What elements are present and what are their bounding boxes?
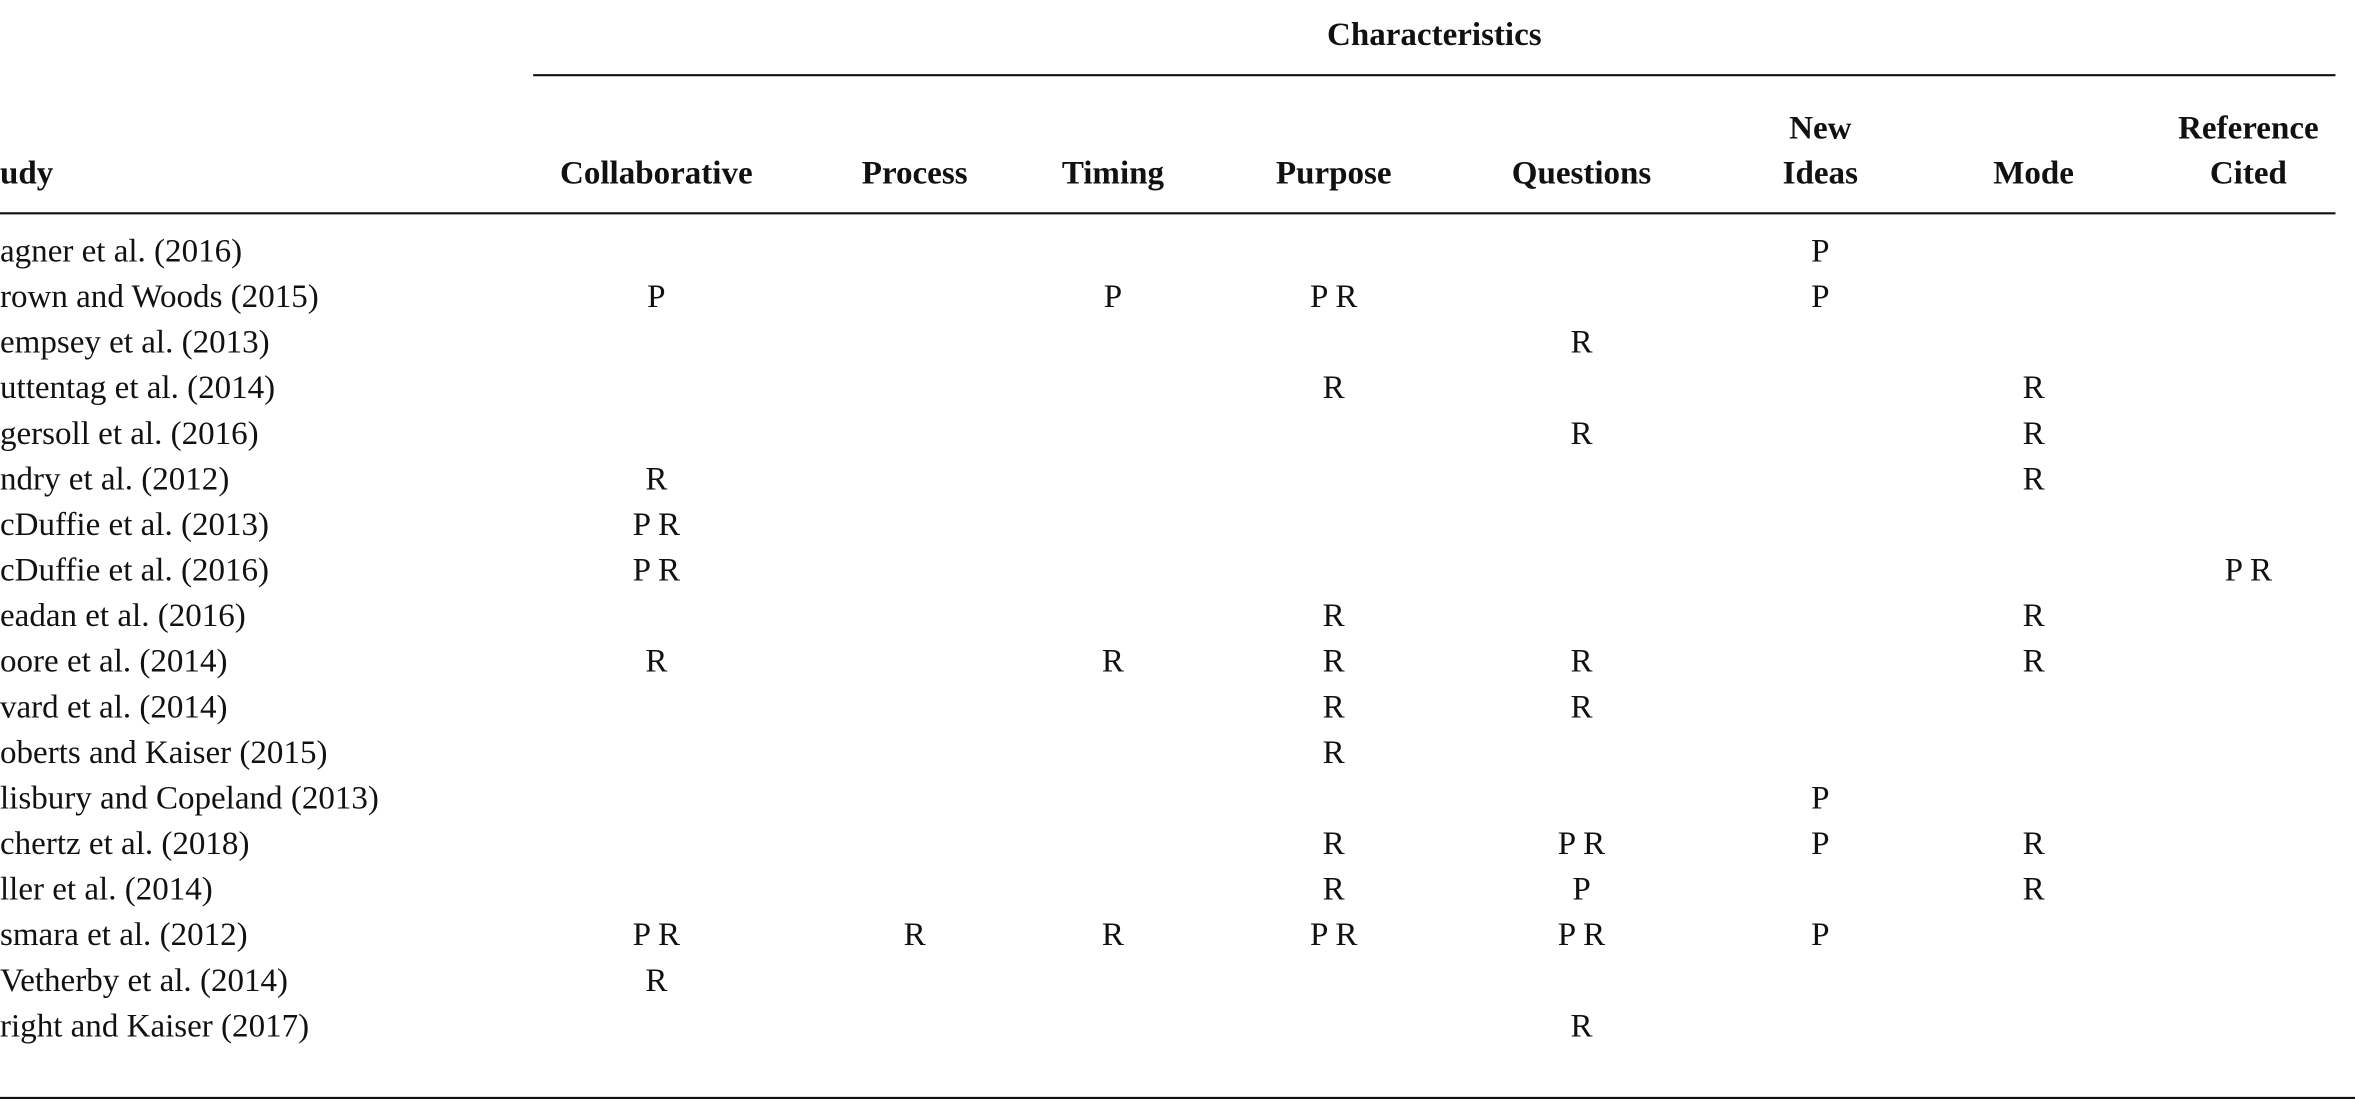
study-name: gersoll et al. (2016) [0, 416, 259, 452]
cell: P [1572, 872, 1590, 908]
cell: P R [633, 553, 680, 589]
cell: R [645, 644, 667, 680]
spanner-header: Characteristics [1327, 17, 1542, 53]
cell: P [1104, 279, 1122, 315]
column-header: Reference [2178, 110, 2319, 146]
cell: R [2023, 598, 2045, 634]
cell: R [1323, 826, 1345, 862]
cell: R [2023, 416, 2045, 452]
cell: P [1811, 826, 1829, 862]
study-name: chertz et al. (2018) [0, 826, 249, 862]
cell: R [1323, 735, 1345, 771]
cell: P R [633, 917, 680, 953]
study-name: ller et al. (2014) [0, 872, 213, 908]
cell: P [1811, 917, 1829, 953]
cell: P R [1558, 826, 1605, 862]
cell: P R [1310, 279, 1357, 315]
column-header: New [1789, 110, 1852, 146]
cell: P R [1310, 917, 1357, 953]
cell: R [1323, 689, 1345, 725]
cell: R [2023, 461, 2045, 497]
study-name: cDuffie et al. (2013) [0, 507, 269, 543]
column-header: Questions [1512, 155, 1652, 191]
cell: R [1102, 917, 1124, 953]
cell: P [1811, 780, 1829, 816]
cell: R [1570, 689, 1592, 725]
study-name: rown and Woods (2015) [0, 279, 319, 315]
study-name: right and Kaiser (2017) [0, 1008, 309, 1044]
cell: R [2023, 872, 2045, 908]
column-header: Purpose [1276, 155, 1392, 191]
cell: R [1323, 598, 1345, 634]
cell: R [2023, 370, 2045, 406]
study-name: vard et al. (2014) [0, 689, 227, 725]
cell: P [1811, 279, 1829, 315]
cell: R [1323, 872, 1345, 908]
column-header: Collaborative [560, 155, 753, 191]
cell: R [1323, 644, 1345, 680]
cell: P [647, 279, 665, 315]
cell: R [904, 917, 926, 953]
column-header: Mode [1993, 155, 2074, 191]
cell: R [645, 963, 667, 999]
cell: R [1570, 416, 1592, 452]
column-header: Ideas [1783, 155, 1858, 191]
cell: P R [633, 507, 680, 543]
column-header: Process [862, 155, 968, 191]
cell: P R [1558, 917, 1605, 953]
cell: P [1811, 233, 1829, 269]
column-header: Cited [2210, 155, 2287, 191]
study-name: uttentag et al. (2014) [0, 370, 275, 406]
cell: P R [2225, 553, 2272, 589]
cell: R [1570, 1008, 1592, 1044]
study-name: oore et al. (2014) [0, 644, 227, 680]
cell: R [1102, 644, 1124, 680]
study-name: agner et al. (2016) [0, 233, 242, 269]
cell: R [1570, 644, 1592, 680]
study-name: Vetherby et al. (2014) [0, 963, 288, 999]
study-name: eadan et al. (2016) [0, 598, 246, 634]
cell: R [645, 461, 667, 497]
cell: R [2023, 644, 2045, 680]
study-name: empsey et al. (2013) [0, 325, 270, 361]
study-name: smara et al. (2012) [0, 917, 248, 953]
stub-header: udy [0, 155, 54, 191]
study-name: oberts and Kaiser (2015) [0, 735, 327, 771]
study-name: cDuffie et al. (2016) [0, 553, 269, 589]
cell: R [1570, 325, 1592, 361]
column-header: Timing [1062, 155, 1165, 191]
study-name: ndry et al. (2012) [0, 461, 229, 497]
study-name: lisbury and Copeland (2013) [0, 780, 379, 816]
cell: R [2023, 826, 2045, 862]
cell: R [1323, 370, 1345, 406]
